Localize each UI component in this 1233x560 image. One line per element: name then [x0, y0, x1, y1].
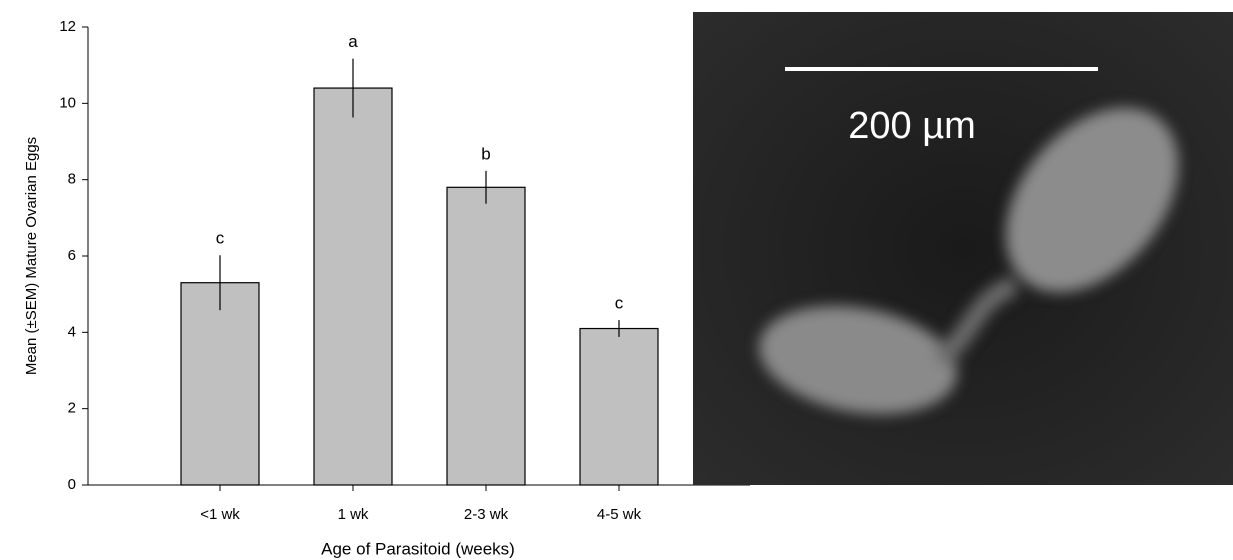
y-tick-label: 6: [68, 247, 76, 264]
micrograph-background: [693, 12, 1233, 485]
y-tick-label: 12: [59, 18, 76, 35]
y-tick-label: 10: [59, 94, 76, 111]
x-tick-label: 2-3 wk: [464, 506, 509, 523]
significance-label: a: [348, 32, 358, 51]
micrograph: 200 µm: [693, 12, 1233, 485]
bar: [180, 282, 260, 486]
y-tick-label: 8: [68, 171, 76, 188]
bar: [313, 87, 393, 486]
y-tick-label: 0: [68, 476, 76, 493]
x-tick-label: <1 wk: [200, 506, 240, 523]
x-tick-label: 4-5 wk: [597, 506, 642, 523]
y-tick-label: 4: [68, 323, 76, 340]
ovary-shape: [759, 107, 1179, 415]
bar: [446, 186, 526, 486]
x-tick-label: 1 wk: [338, 506, 369, 523]
x-axis-label: Age of Parasitoid (weeks): [321, 539, 515, 558]
scale-label: 200 µm: [848, 105, 976, 147]
significance-label: c: [216, 229, 225, 248]
bar: [579, 327, 659, 486]
significance-label: c: [615, 294, 624, 313]
y-tick-label: 2: [68, 400, 76, 417]
y-axis-label: Mean (±SEM) Mature Ovarian Eggs: [23, 137, 40, 375]
significance-label: b: [481, 144, 490, 163]
